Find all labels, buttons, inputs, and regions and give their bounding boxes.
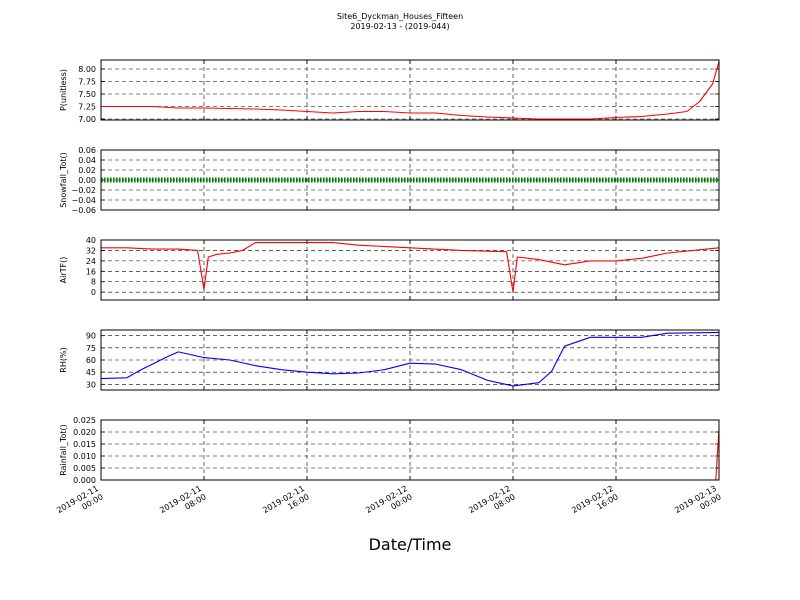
y-axis-label: P(unitless): [59, 69, 68, 111]
y-tick-label: 0.02: [78, 166, 96, 175]
y-tick-label: −0.06: [71, 206, 96, 215]
x-tick-labels: 2019-02-1100:00 2019-02-1108:00 2019-02-11…: [55, 484, 723, 523]
y-tick-label: 90: [86, 332, 96, 341]
y-tick-label: 30: [86, 380, 96, 389]
y-axis-label: Snowfall_Tot(): [59, 152, 68, 208]
axes-frame: [100, 239, 720, 301]
y-tick-label: 40: [86, 236, 96, 245]
y-tick-label: 0.020: [73, 428, 96, 437]
y-tick-label: 45: [86, 368, 96, 377]
y-tick-label: 0.025: [73, 416, 96, 425]
series-line: [100, 331, 720, 387]
panel-4: 30 45 60 75 90 RH(%): [59, 329, 720, 391]
y-axis-label: AirTF(): [59, 257, 68, 284]
y-tick-label: 0.015: [73, 440, 96, 449]
y-tick-label: 24: [86, 257, 96, 266]
y-tick-label: 0.000: [73, 476, 96, 485]
y-axis-label: RH(%): [59, 347, 68, 372]
axes-frame: [100, 59, 720, 121]
x-tick-label: 2019-02-1300:00: [673, 484, 723, 523]
panels: 7.007.257.507.758.00P(unitless)−0.06−0.0…: [59, 59, 720, 485]
y-tick-label: 0.010: [73, 452, 96, 461]
y-tick-label: 0: [91, 288, 96, 297]
y-tick-label: 8.00: [78, 65, 96, 74]
y-tick-label: 32: [86, 246, 96, 255]
y-tick-label: 7.50: [78, 90, 96, 99]
series-line: [101, 242, 720, 293]
x-tick-label: 2019-02-1208:00: [467, 484, 517, 523]
y-tick-label: 60: [86, 356, 96, 365]
chart-title-line1: Site6_Dyckman_Houses_Fifteen: [337, 12, 463, 21]
x-tick-label: 2019-02-1108:00: [158, 484, 208, 523]
y-tick-label: −0.02: [71, 186, 96, 195]
y-tick-label: 7.75: [78, 78, 96, 87]
y-tick-label: 7.00: [78, 115, 96, 124]
y-tick-label: 0.06: [78, 146, 96, 155]
chart-title-line2: 2019-02-13 - (2019-044): [350, 22, 449, 31]
x-tick-label: 2019-02-1100:00: [55, 484, 105, 523]
y-tick-label: 7.25: [78, 103, 96, 112]
axes-frame: [100, 149, 720, 211]
y-tick-label: 0.005: [73, 464, 96, 473]
panel-1: 7.00 7.25 7.50 7.75 8.00 P(unitless): [59, 59, 720, 124]
x-tick-label: 2019-02-1200:00: [364, 484, 414, 523]
panel-5: 0.000 0.005 0.010 0.015 0.020 0.025 Rainfall_T…: [59, 416, 720, 485]
x-tick-label: 2019-02-1116:00: [261, 484, 311, 523]
y-tick-label: 75: [86, 344, 96, 353]
y-tick-label: 0.04: [78, 156, 96, 165]
panel-2: −0.06−0.04−0.020.000.020.040.06 Snowfall_…: [59, 146, 720, 215]
axes-frame: [100, 329, 720, 391]
y-tick-label: 8: [91, 278, 96, 287]
y-tick-label: 0.00: [78, 176, 96, 185]
y-tick-label: 16: [86, 267, 96, 276]
y-axis-label: Rainfall_Tot(): [59, 424, 68, 476]
x-axis-label: Date/Time: [369, 535, 452, 554]
y-tick-label: −0.04: [71, 196, 96, 205]
series-line: [101, 61, 720, 120]
x-tick-label: 2019-02-1216:00: [570, 484, 620, 523]
axes-frame: [100, 419, 720, 481]
